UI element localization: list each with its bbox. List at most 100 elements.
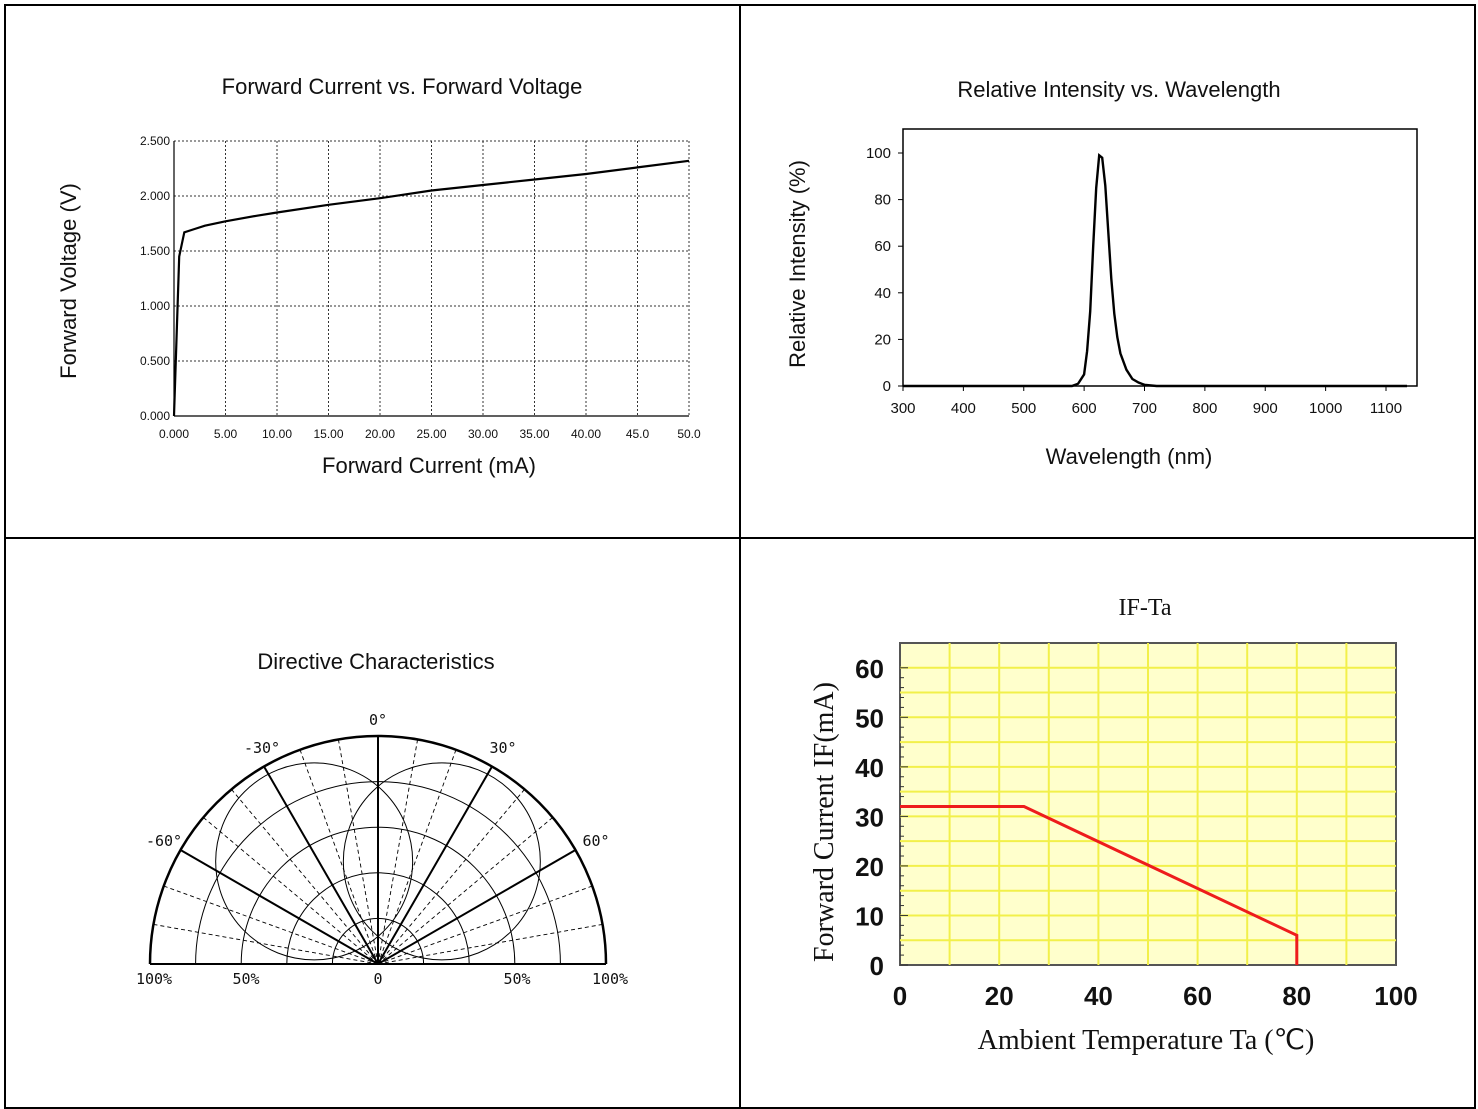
y-tick-label: 0	[883, 378, 891, 395]
chart-title: IF-Ta	[1119, 595, 1172, 621]
chart-title: Directive Characteristics	[257, 649, 494, 674]
major-spoke	[263, 766, 379, 965]
minor-spoke	[337, 739, 379, 965]
panel-if-ta: IF-Ta Forward Current IF(mA) Ambient Tem…	[739, 537, 1476, 1109]
y-axis-label: Relative Intensity (%)	[785, 160, 810, 368]
x-axis-label: Forward Current (mA)	[322, 453, 536, 478]
radial-label-center: 0	[373, 970, 382, 988]
x-tick-label: 80	[1282, 981, 1311, 1011]
grid-lines	[173, 140, 690, 417]
y-tick-label: 20	[874, 331, 891, 348]
y-tick-label: 1.000	[140, 299, 170, 313]
x-tick-label: 400	[951, 400, 976, 417]
chart-title: Relative Intensity vs. Wavelength	[957, 77, 1280, 102]
y-tick-label: 60	[855, 654, 884, 684]
angle-label-0: 0°	[369, 711, 387, 729]
series-line	[900, 805, 1299, 965]
minor-spoke	[377, 817, 553, 965]
x-tick-label: 40.00	[571, 427, 601, 441]
minor-spoke	[377, 923, 603, 965]
x-tick-label: 800	[1192, 400, 1217, 417]
angle-label-neg30: -30°	[244, 739, 280, 757]
x-tick-label: 0.000	[159, 427, 189, 441]
x-tick-label: 600	[1072, 400, 1097, 417]
x-axis-label: Wavelength (nm)	[1046, 444, 1213, 469]
polar-plot	[148, 734, 608, 965]
panel-relative-intensity: Relative Intensity vs. Wavelength Relati…	[739, 4, 1476, 539]
minor-spoke	[231, 789, 379, 965]
grid-lines	[900, 643, 1396, 966]
angle-label-60: 60°	[582, 832, 609, 850]
chart-if-ta: IF-Ta Forward Current IF(mA) Ambient Tem…	[809, 595, 1418, 1056]
chart-relative-intensity: Relative Intensity vs. Wavelength Relati…	[785, 77, 1418, 469]
panel-forward-voltage: Forward Current vs. Forward Voltage Forw…	[4, 4, 741, 539]
x-tick-label: 10.00	[262, 427, 292, 441]
x-tick-label: 15.00	[313, 427, 343, 441]
minor-spoke	[163, 885, 379, 965]
minor-spoke	[153, 923, 379, 965]
radial-label-right-50: 50%	[503, 970, 530, 988]
radial-label-right-100: 100%	[592, 970, 628, 988]
y-axis-label: Forward Current IF(mA)	[809, 682, 840, 962]
panel-directive: Directive Characteristics 0° -30° 30° -6…	[4, 537, 741, 1109]
x-tick-label: 5.00	[214, 427, 238, 441]
y-tick-label: 50	[855, 703, 884, 733]
tick-labels: 300 400 500 600 700 800 900 1000 1100 0 20 40 60 80 10…	[866, 145, 1402, 417]
y-tick-label: 0	[870, 951, 884, 981]
y-tick-label: 0.500	[140, 354, 170, 368]
x-tick-label: 35.00	[519, 427, 549, 441]
x-tick-label: 1000	[1309, 400, 1342, 417]
series-line	[172, 159, 690, 417]
minor-spoke	[299, 749, 379, 965]
y-axis-label: Forward Voltage (V)	[56, 183, 81, 379]
radial-label-left-100: 100%	[136, 970, 172, 988]
major-spoke	[377, 849, 576, 965]
minor-spoke	[377, 789, 525, 965]
tick-labels: 0 20 40 60 80 100 0 10 20 30 40 50 60	[855, 654, 1418, 1011]
major-spoke	[377, 766, 493, 965]
minor-spoke	[203, 817, 379, 965]
y-tick-label: 100	[866, 145, 891, 162]
y-tick-label: 80	[874, 192, 891, 209]
x-tick-label: 1100	[1370, 400, 1402, 417]
x-tick-label: 900	[1253, 400, 1278, 417]
x-tick-label: 60	[1183, 981, 1212, 1011]
x-tick-label: 20.00	[365, 427, 395, 441]
x-tick-label: 40	[1084, 981, 1113, 1011]
angle-label-30: 30°	[489, 739, 516, 757]
y-tick-label: 0.000	[140, 409, 170, 423]
x-tick-label: 25.00	[416, 427, 446, 441]
y-tick-label: 20	[855, 852, 884, 882]
minor-spoke	[377, 749, 457, 965]
y-tick-label: 30	[855, 802, 884, 832]
pattern-lobe	[215, 762, 414, 961]
y-tick-label: 1.500	[140, 244, 170, 258]
y-tick-label: 2.500	[140, 134, 170, 148]
x-tick-label: 100	[1374, 981, 1417, 1011]
x-tick-label: 45.0	[626, 427, 650, 441]
angle-label-neg60: -60°	[146, 832, 182, 850]
radial-label-left-50: 50%	[232, 970, 259, 988]
series-line	[903, 152, 1407, 388]
pattern-lobe	[342, 762, 541, 961]
y-tick-label: 40	[874, 285, 891, 302]
x-tick-label: 50.0	[677, 427, 701, 441]
x-axis-label: Ambient Temperature Ta (℃)	[978, 1025, 1315, 1056]
minor-spoke	[377, 885, 593, 965]
x-tick-label: 700	[1132, 400, 1157, 417]
minor-spoke	[377, 739, 419, 965]
y-tick-label: 10	[855, 901, 884, 931]
chart-directive: Directive Characteristics 0° -30° 30° -6…	[136, 649, 628, 988]
tick-labels: 0.000 5.00 10.00 15.00 20.00 25.00 30.00 35.00 4…	[140, 134, 701, 441]
y-tick-label: 2.000	[140, 189, 170, 203]
major-spoke	[180, 849, 379, 965]
y-tick-label: 40	[855, 753, 884, 783]
chart-title: Forward Current vs. Forward Voltage	[222, 74, 583, 99]
x-tick-label: 500	[1011, 400, 1036, 417]
x-tick-label: 300	[890, 400, 915, 417]
y-tick-label: 60	[874, 238, 891, 255]
plot-frame	[902, 128, 1418, 387]
x-tick-label: 20	[985, 981, 1014, 1011]
x-tick-label: 30.00	[468, 427, 498, 441]
